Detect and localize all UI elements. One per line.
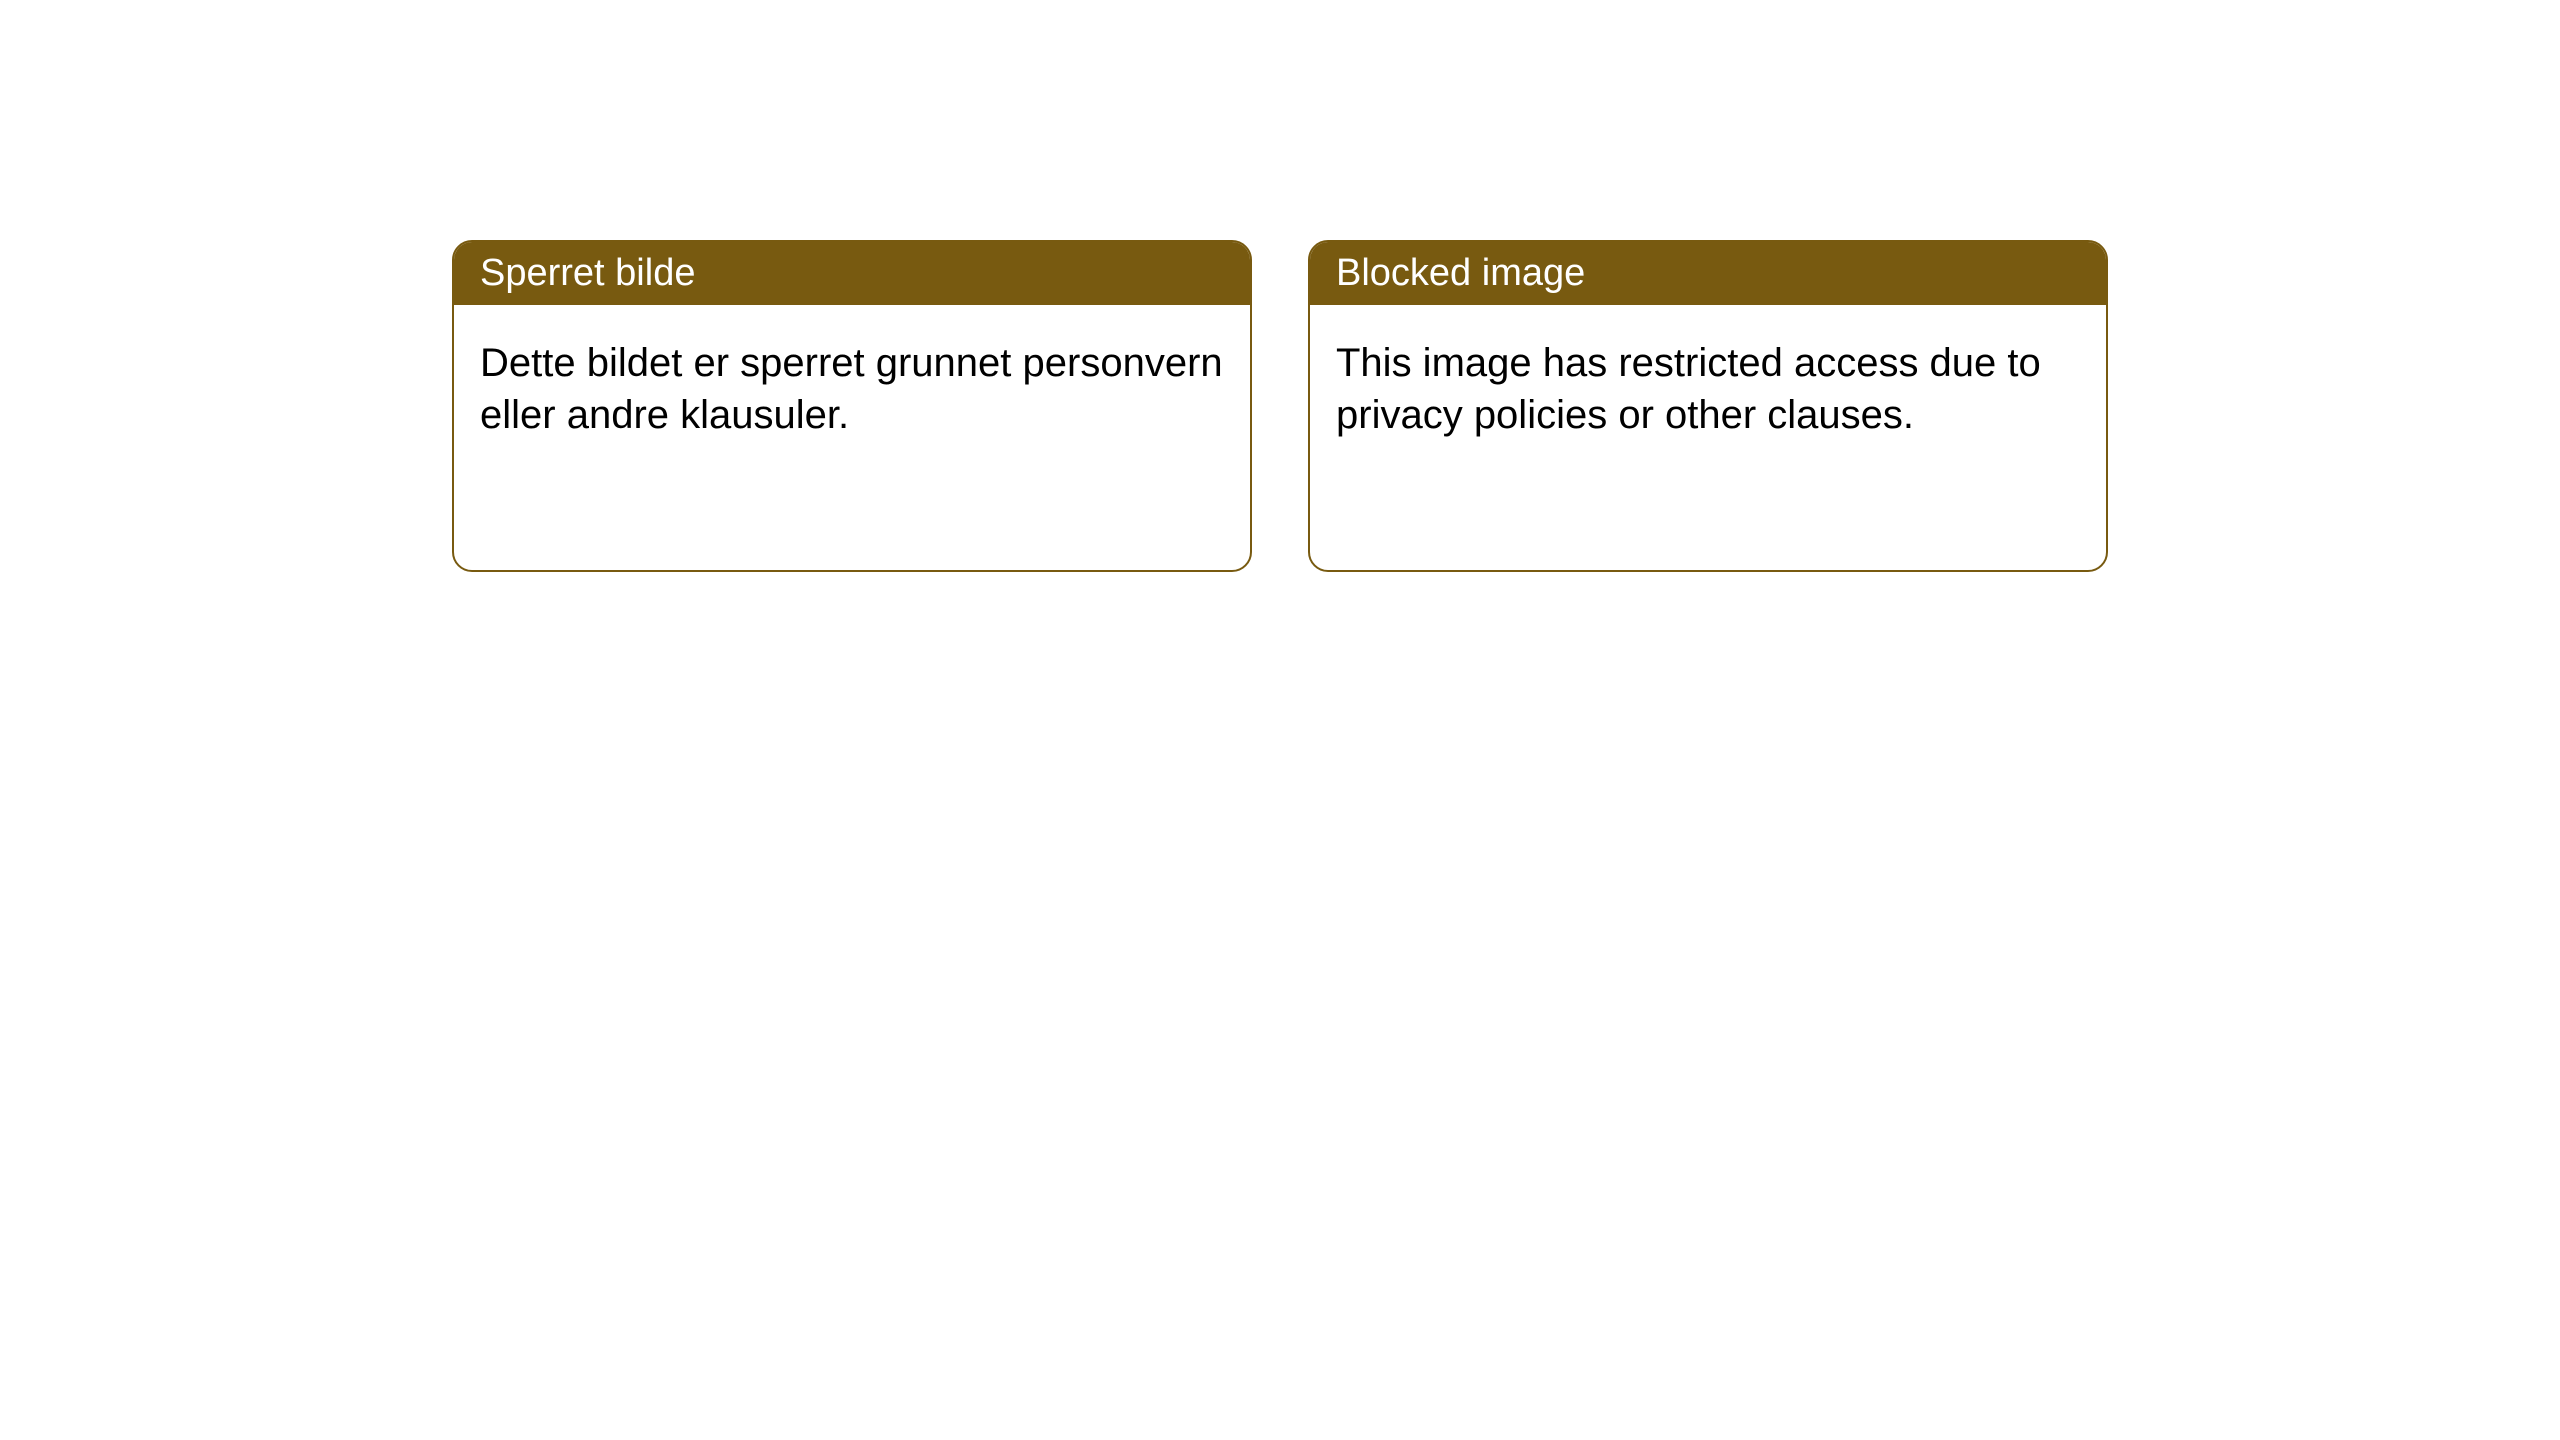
card-text-no: Dette bildet er sperret grunnet personve… [480, 341, 1223, 437]
blocked-image-card-no: Sperret bilde Dette bildet er sperret gr… [452, 240, 1252, 572]
cards-container: Sperret bilde Dette bildet er sperret gr… [452, 240, 2108, 572]
card-title-en: Blocked image [1336, 252, 1585, 294]
card-body-en: This image has restricted access due to … [1310, 305, 2106, 473]
card-header-en: Blocked image [1310, 242, 2106, 305]
card-title-no: Sperret bilde [480, 252, 695, 294]
card-body-no: Dette bildet er sperret grunnet personve… [454, 305, 1250, 473]
blocked-image-card-en: Blocked image This image has restricted … [1308, 240, 2108, 572]
card-header-no: Sperret bilde [454, 242, 1250, 305]
card-text-en: This image has restricted access due to … [1336, 341, 2041, 437]
